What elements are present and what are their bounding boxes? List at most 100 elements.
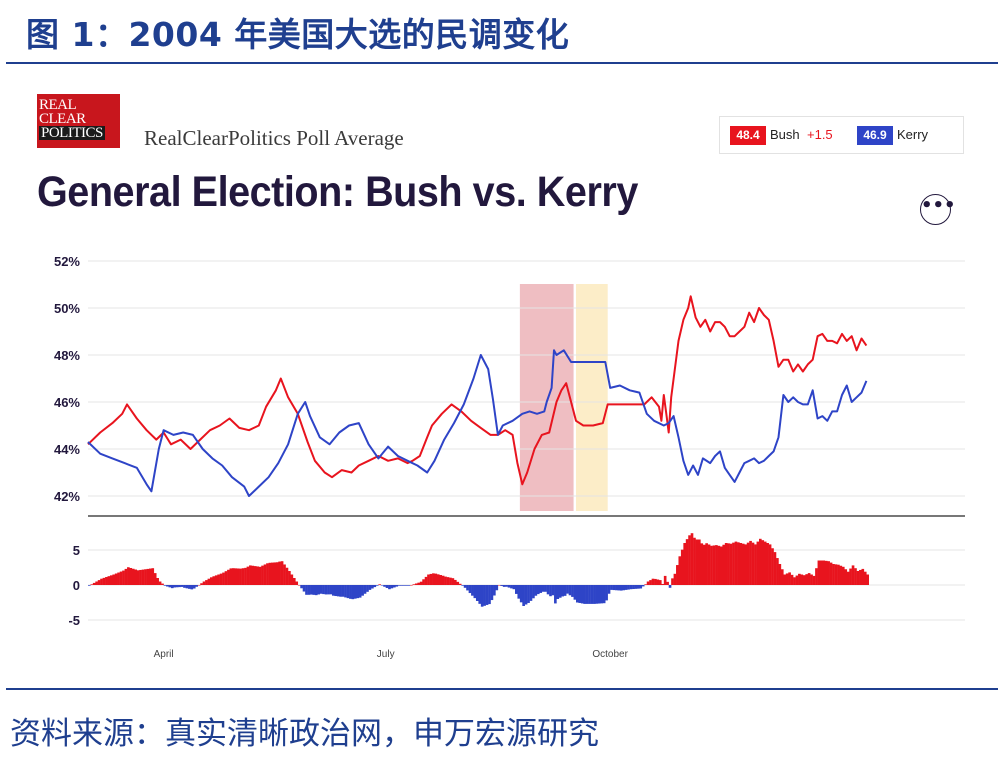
spread-bar bbox=[849, 568, 852, 585]
spread-bar bbox=[768, 544, 772, 585]
spread-bar bbox=[622, 585, 625, 591]
spread-bar bbox=[463, 585, 467, 588]
spread-bar bbox=[236, 568, 240, 585]
spread-bar bbox=[124, 568, 128, 585]
bottom-rule bbox=[6, 688, 998, 690]
spread-bar bbox=[146, 568, 150, 585]
series-line-bush bbox=[87, 295, 868, 486]
spread-bar bbox=[624, 585, 628, 590]
spread-bar bbox=[759, 538, 762, 585]
spread-bar bbox=[427, 574, 430, 585]
spread-bar bbox=[561, 585, 564, 597]
spread-bar bbox=[568, 585, 572, 596]
spread-bar bbox=[197, 585, 201, 586]
spread-bar bbox=[324, 585, 328, 595]
spread-bar bbox=[441, 575, 445, 585]
spread-bar bbox=[615, 585, 618, 591]
spread-bar bbox=[471, 585, 474, 596]
spread-bar bbox=[658, 580, 662, 585]
spread-bar bbox=[539, 585, 543, 593]
spread-bar bbox=[100, 578, 103, 585]
spread-bar bbox=[646, 581, 650, 585]
spread-bar bbox=[729, 543, 733, 585]
spread-y-tick-label: 5 bbox=[73, 543, 80, 558]
spread-bar bbox=[695, 539, 699, 585]
spread-bar bbox=[661, 583, 665, 585]
spread-bar bbox=[839, 565, 843, 585]
kerry-legend-name: Kerry bbox=[897, 127, 929, 142]
more-options-button[interactable]: ••• bbox=[920, 194, 956, 225]
spread-bar bbox=[776, 558, 779, 585]
spread-bar bbox=[388, 585, 391, 590]
spread-bar bbox=[619, 585, 623, 591]
spread-bar bbox=[500, 585, 503, 586]
bush-legend-name: Bush bbox=[770, 127, 800, 142]
spread-bar bbox=[634, 585, 638, 589]
spread-bar bbox=[329, 585, 333, 595]
spread-bar bbox=[832, 564, 835, 585]
rcp-logo: REAL CLEAR POLITICS bbox=[37, 94, 120, 148]
spread-bar bbox=[710, 545, 713, 585]
spread-bar bbox=[668, 585, 672, 588]
spread-bar bbox=[344, 585, 347, 598]
spread-bar bbox=[456, 581, 460, 585]
spread-bar bbox=[205, 580, 208, 585]
spread-bar bbox=[588, 585, 591, 604]
logo-line-3: POLITICS bbox=[39, 125, 105, 141]
spread-bar bbox=[536, 585, 540, 595]
spread-bar bbox=[546, 585, 550, 595]
spread-bar bbox=[812, 575, 816, 585]
spread-bar bbox=[131, 568, 135, 585]
spread-bar bbox=[610, 585, 613, 590]
spread-bar bbox=[663, 575, 667, 585]
spread-bar bbox=[795, 575, 799, 585]
spread-bar bbox=[693, 537, 696, 585]
spread-bar bbox=[529, 585, 533, 601]
spread-bar bbox=[737, 542, 740, 585]
spread-bar bbox=[544, 585, 547, 592]
spread-bar bbox=[644, 584, 647, 585]
spread-bar bbox=[302, 585, 306, 592]
kerry-value-badge: 46.9 bbox=[857, 126, 893, 145]
spread-bar bbox=[563, 585, 567, 596]
spread-bar bbox=[522, 585, 525, 606]
spread-bar bbox=[510, 585, 513, 589]
spread-bar bbox=[773, 552, 777, 585]
spread-bar bbox=[180, 585, 184, 587]
chart-title: General Election: Bush vs. Kerry bbox=[37, 168, 638, 216]
spread-bar bbox=[680, 549, 684, 585]
spread-bar bbox=[339, 585, 342, 597]
spread-bar bbox=[627, 585, 630, 590]
y-tick-label: 48% bbox=[54, 348, 80, 363]
spread-bar bbox=[229, 568, 233, 585]
spread-bar bbox=[170, 585, 174, 589]
spread-bar bbox=[112, 574, 116, 585]
spread-bar bbox=[192, 585, 196, 589]
spread-bar bbox=[454, 579, 457, 585]
spread-bar bbox=[698, 539, 701, 585]
spread-bar bbox=[371, 585, 374, 589]
spread-bar bbox=[163, 585, 167, 586]
y-tick-label: 50% bbox=[54, 301, 80, 316]
x-tick-label: October bbox=[592, 649, 628, 660]
spread-bar bbox=[829, 562, 833, 585]
spread-bar bbox=[156, 578, 159, 585]
spread-bar bbox=[410, 585, 413, 586]
spread-bar bbox=[353, 585, 357, 599]
spread-bar bbox=[175, 585, 179, 588]
spread-bar bbox=[300, 585, 303, 589]
spread-bar bbox=[578, 585, 582, 603]
spread-bar bbox=[292, 578, 296, 585]
spread-bar bbox=[756, 541, 760, 585]
spread-bar bbox=[639, 585, 643, 589]
spread-bar bbox=[336, 585, 340, 597]
spread-bar bbox=[390, 585, 394, 589]
spread-bar bbox=[332, 585, 335, 596]
spread-bar bbox=[129, 567, 133, 585]
spread-bar bbox=[502, 585, 506, 587]
spread-bar bbox=[597, 585, 601, 604]
spread-bar bbox=[307, 585, 311, 595]
legend: 48.4 Bush +1.5 46.9 Kerry bbox=[719, 116, 964, 154]
spread-bar bbox=[807, 573, 811, 585]
publisher-name: RealClearPolitics Poll Average bbox=[144, 126, 404, 150]
